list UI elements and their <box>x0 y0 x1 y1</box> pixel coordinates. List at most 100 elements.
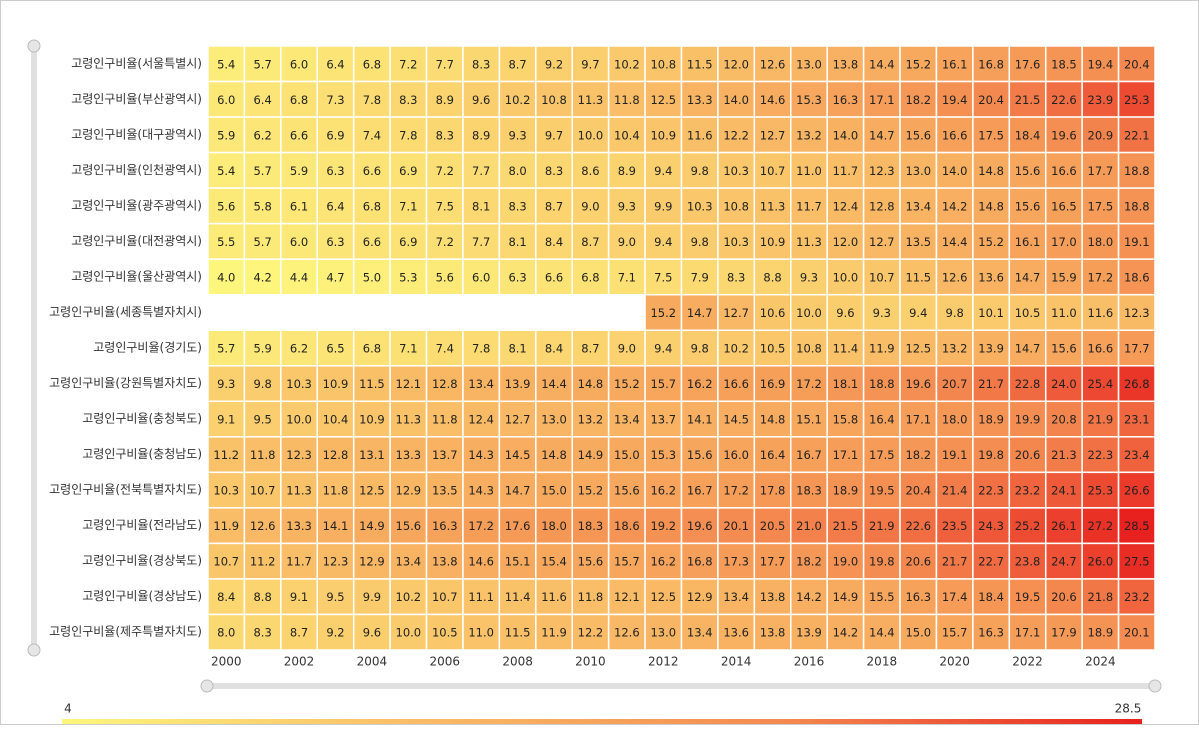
x-tick-label: 2000 <box>211 655 242 669</box>
cell-label: 13.8 <box>760 590 786 604</box>
cell-label: 13.6 <box>978 270 1004 284</box>
cell-label: 19.8 <box>869 555 895 569</box>
cell-label: 8.8 <box>763 270 781 284</box>
cell-label: 19.6 <box>687 519 713 533</box>
cell-label: 14.6 <box>760 93 786 107</box>
cell-label: 15.6 <box>687 448 713 462</box>
heatmap-cell <box>1117 436 1156 474</box>
heatmap-cell <box>462 187 501 225</box>
heatmap-cell <box>717 578 756 616</box>
heatmap-cell <box>535 542 573 580</box>
heatmap-cell <box>243 116 282 154</box>
cell-label: 6.6 <box>363 235 381 249</box>
heatmap-cell <box>425 542 464 580</box>
cell-label: 14.8 <box>978 164 1004 178</box>
cell-label: 8.8 <box>253 590 271 604</box>
cell-label: 5.7 <box>253 164 271 178</box>
heatmap-cell <box>462 151 501 189</box>
cell-label: 10.7 <box>213 555 239 569</box>
cell-label: 10.2 <box>505 93 531 107</box>
cell-label: 9.1 <box>290 590 308 604</box>
cell-label: 17.2 <box>796 377 822 391</box>
heatmap-cell <box>1117 613 1156 651</box>
cell-label: 6.9 <box>399 164 417 178</box>
x-slider-handle[interactable] <box>1148 679 1162 693</box>
cell-label: 20.1 <box>1124 626 1150 640</box>
visualmap-bar[interactable] <box>62 719 1142 724</box>
heatmap-cell <box>717 222 756 260</box>
heatmap-cell <box>1081 187 1120 225</box>
cell-label: 10.4 <box>323 413 349 427</box>
cell-label: 13.2 <box>796 128 822 142</box>
cell-label: 15.2 <box>614 377 640 391</box>
y-slider-handle[interactable] <box>27 39 41 53</box>
heatmap-cell <box>899 436 938 474</box>
cell-label: 16.4 <box>869 413 895 427</box>
heatmap-cell <box>826 151 865 189</box>
heatmap-cell <box>790 293 828 331</box>
heatmap-cell <box>790 400 828 438</box>
cell-label: 16.2 <box>650 555 676 569</box>
cell-label: 11.2 <box>213 448 239 462</box>
heatmap-cell <box>862 329 901 367</box>
x-slider[interactable] <box>200 679 1162 693</box>
y-slider-handle[interactable] <box>27 643 41 657</box>
cell-label: 12.2 <box>578 626 604 640</box>
cell-label: 9.1 <box>217 413 235 427</box>
heatmap-cell <box>280 187 319 225</box>
cell-label: 15.6 <box>1015 199 1041 213</box>
cell-label: 9.2 <box>326 626 344 640</box>
heatmap-cell <box>1044 400 1083 438</box>
heatmap-cell <box>280 507 319 545</box>
heatmap-cell <box>1117 80 1156 118</box>
heatmap-cell <box>535 436 573 474</box>
heatmap-cell <box>571 507 610 545</box>
cell-label: 13.9 <box>796 626 822 640</box>
heatmap-cell <box>935 436 974 474</box>
cell-label: 17.2 <box>1088 270 1114 284</box>
heatmap-cell <box>972 436 1011 474</box>
cell-label: 15.4 <box>541 555 567 569</box>
cell-label: 14.8 <box>541 448 567 462</box>
cell-label: 16.9 <box>760 377 786 391</box>
cell-label: 19.8 <box>978 448 1004 462</box>
heatmap-cell <box>316 151 355 189</box>
y-slider-track[interactable] <box>31 46 37 650</box>
cell-label: 10.4 <box>614 128 640 142</box>
cell-label: 26.8 <box>1124 377 1150 391</box>
heatmap-cell <box>899 222 938 260</box>
cell-label: 16.3 <box>432 519 458 533</box>
x-tick-label: 2008 <box>502 655 533 669</box>
cell-label: 10.7 <box>869 270 895 284</box>
heatmap-cell <box>1081 613 1120 651</box>
heatmap-cell <box>243 400 282 438</box>
x-slider-handle[interactable] <box>200 679 214 693</box>
y-tick-label: 고령인구비율(제주특별자치도) <box>49 625 202 639</box>
cell-label: 12.5 <box>359 484 385 498</box>
cell-label: 12.1 <box>396 377 422 391</box>
heatmap-cell <box>862 365 901 403</box>
cell-label: 16.8 <box>687 555 713 569</box>
y-slider[interactable] <box>27 39 41 657</box>
cell-label: 12.9 <box>396 484 422 498</box>
cell-label: 16.3 <box>905 590 931 604</box>
x-slider-track[interactable] <box>207 683 1155 689</box>
cell-label: 8.6 <box>581 164 599 178</box>
cell-label: 7.1 <box>399 342 417 356</box>
cell-label: 22.6 <box>1051 93 1077 107</box>
heatmap-cell <box>607 151 646 189</box>
cell-label: 13.9 <box>505 377 531 391</box>
cell-label: 16.8 <box>978 57 1004 71</box>
x-tick-label: 2002 <box>284 655 315 669</box>
heatmap-cell <box>1008 293 1047 331</box>
cell-label: 6.4 <box>326 199 344 213</box>
cell-label: 7.3 <box>326 93 344 107</box>
heatmap-cell <box>462 578 501 616</box>
cell-label: 15.2 <box>578 484 604 498</box>
cell-label: 14.1 <box>687 413 713 427</box>
heatmap-cell <box>425 578 464 616</box>
cell-label: 5.6 <box>217 199 235 213</box>
heatmap-cell <box>280 613 319 651</box>
cell-label: 11.7 <box>286 555 312 569</box>
heatmap-cell <box>717 365 756 403</box>
